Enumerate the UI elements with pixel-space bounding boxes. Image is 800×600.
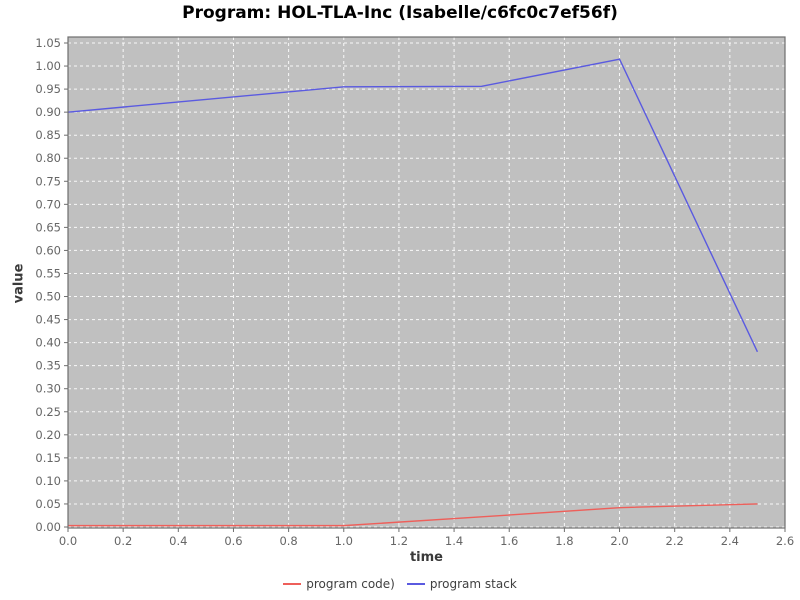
- x-tick-label: 2.6: [776, 534, 794, 548]
- legend-line-swatch: [283, 583, 302, 585]
- y-tick-label: 0.75: [35, 174, 61, 188]
- y-tick-label: 0.40: [35, 336, 61, 350]
- x-tick-label: 1.0: [335, 534, 353, 548]
- y-tick-label: 0.15: [35, 451, 61, 465]
- legend-label: program code): [306, 577, 395, 591]
- y-tick-label: 0.35: [35, 359, 61, 373]
- y-axis-title: value: [11, 263, 27, 304]
- x-tick-label: 2.2: [666, 534, 684, 548]
- x-tick-label: 0.6: [224, 534, 242, 548]
- plot-border: [67, 36, 786, 529]
- x-axis-title: time: [409, 550, 444, 565]
- y-tick-label: 0.50: [35, 290, 61, 304]
- y-tick-label: 1.00: [35, 59, 61, 73]
- y-tick-label: 0.65: [35, 220, 61, 234]
- y-tick-label: 0.80: [35, 151, 61, 165]
- y-tick-label: 0.90: [35, 105, 61, 119]
- y-tick-label: 0.95: [35, 82, 61, 96]
- y-tick-label: 0.55: [35, 266, 61, 280]
- y-tick-label: 0.30: [35, 382, 61, 396]
- y-tick-label: 0.10: [35, 474, 61, 488]
- x-tick-label: 1.2: [390, 534, 408, 548]
- legend-label: program stack: [429, 577, 517, 591]
- y-tick-label: 0.70: [35, 197, 61, 211]
- series-line-program-code: [68, 503, 758, 527]
- series-line-program-stack: [67, 58, 759, 353]
- x-tick-label: 0.4: [169, 534, 187, 548]
- legend-item: program stack: [406, 577, 517, 591]
- x-tick-label: 2.4: [721, 534, 739, 548]
- y-tick-label: 0.05: [35, 497, 61, 511]
- legend: program code) program stack: [0, 577, 800, 591]
- x-tick-label: 1.6: [500, 534, 518, 548]
- x-tick-label: 1.4: [445, 534, 463, 548]
- chart-title: Program: HOL-TLA-Inc (Isabelle/c6fc0c7ef…: [182, 3, 618, 23]
- y-tick-label: 1.05: [35, 36, 61, 50]
- y-tick-label: 0.00: [35, 520, 61, 534]
- x-tick-label: 0.8: [279, 534, 297, 548]
- x-tick-label: 1.8: [555, 534, 573, 548]
- plot-background: [68, 37, 785, 528]
- y-tick-label: 0.25: [35, 405, 61, 419]
- y-tick-label: 0.60: [35, 243, 61, 257]
- y-tick-label: 0.45: [35, 313, 61, 327]
- x-tick-label: 0.2: [114, 534, 132, 548]
- legend-line-swatch: [406, 583, 425, 585]
- legend-item: program code): [283, 577, 395, 591]
- x-tick-label: 0.0: [59, 534, 77, 548]
- y-tick-label: 0.85: [35, 128, 61, 142]
- x-axis-tick-labels: 0.0 0.2 0.4 0.6 0.8 1.0 1.2 1.4 1.6 1.8 2.0 2.2 2.4 2…: [59, 534, 794, 548]
- data-series-lines: [67, 58, 759, 527]
- y-axis-tick-labels: 0.00 0.05 0.10 0.15 0.20 0.25 0.30 0.35 0.40 0.45…: [35, 36, 61, 534]
- y-tick-label: 0.20: [35, 428, 61, 442]
- axis-tick-marks: [64, 42, 786, 532]
- x-tick-label: 2.0: [610, 534, 628, 548]
